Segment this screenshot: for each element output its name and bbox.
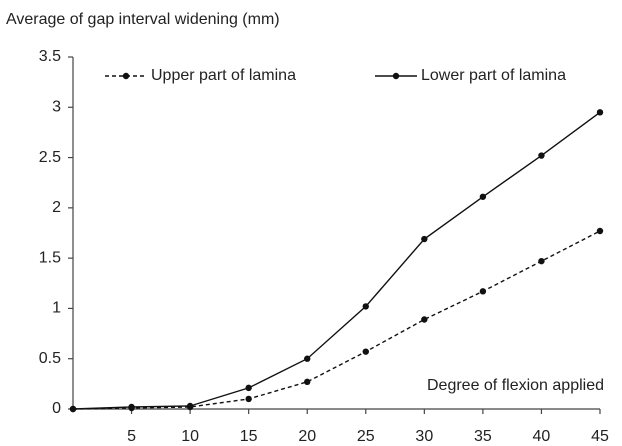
x-tick-label: 30: [415, 428, 433, 445]
y-tick-label: 2: [52, 199, 61, 216]
x-tick-label: 40: [533, 428, 551, 445]
data-point: [538, 152, 545, 159]
series-line: [72, 111, 601, 410]
x-axis-title: Degree of flexion applied: [427, 377, 604, 394]
data-point: [538, 257, 545, 265]
data-point: [245, 395, 252, 403]
y-tick-label: 1: [52, 300, 61, 317]
x-tick-label: 10: [181, 428, 199, 445]
y-tick-label: 0.5: [39, 350, 61, 367]
y-tick-label: 3: [52, 99, 61, 116]
x-tick-label: 35: [474, 428, 492, 445]
series-line: [72, 230, 601, 410]
data-point: [69, 405, 77, 413]
x-tick-label: 45: [591, 428, 609, 445]
legend-label: Upper part of lamina: [151, 67, 296, 84]
legend-marker: [122, 72, 130, 80]
y-tick-label: 3.5: [39, 48, 61, 65]
y-tick-label: 2.5: [39, 149, 61, 166]
data-point: [596, 227, 604, 235]
data-point: [304, 355, 311, 362]
data-point: [304, 378, 311, 386]
data-point: [596, 109, 604, 116]
data-point: [421, 235, 428, 243]
x-tick-label: 15: [240, 428, 258, 445]
x-tick-label: 25: [357, 428, 375, 445]
data-point: [186, 402, 194, 410]
data-point: [479, 193, 487, 200]
data-point: [245, 384, 252, 392]
y-tick-label: 1.5: [39, 249, 61, 266]
legend-marker: [392, 72, 400, 80]
y-tick-label: 0: [52, 400, 61, 417]
data-point: [362, 348, 369, 355]
data-point: [421, 316, 428, 323]
x-tick-label: 20: [298, 428, 316, 445]
legend-label: Lower part of lamina: [421, 67, 566, 84]
x-tick-label: 5: [127, 428, 136, 445]
y-axis-title: Average of gap interval widening (mm): [6, 11, 280, 28]
data-point: [479, 288, 487, 295]
data-point: [128, 403, 135, 411]
data-point: [362, 303, 369, 310]
